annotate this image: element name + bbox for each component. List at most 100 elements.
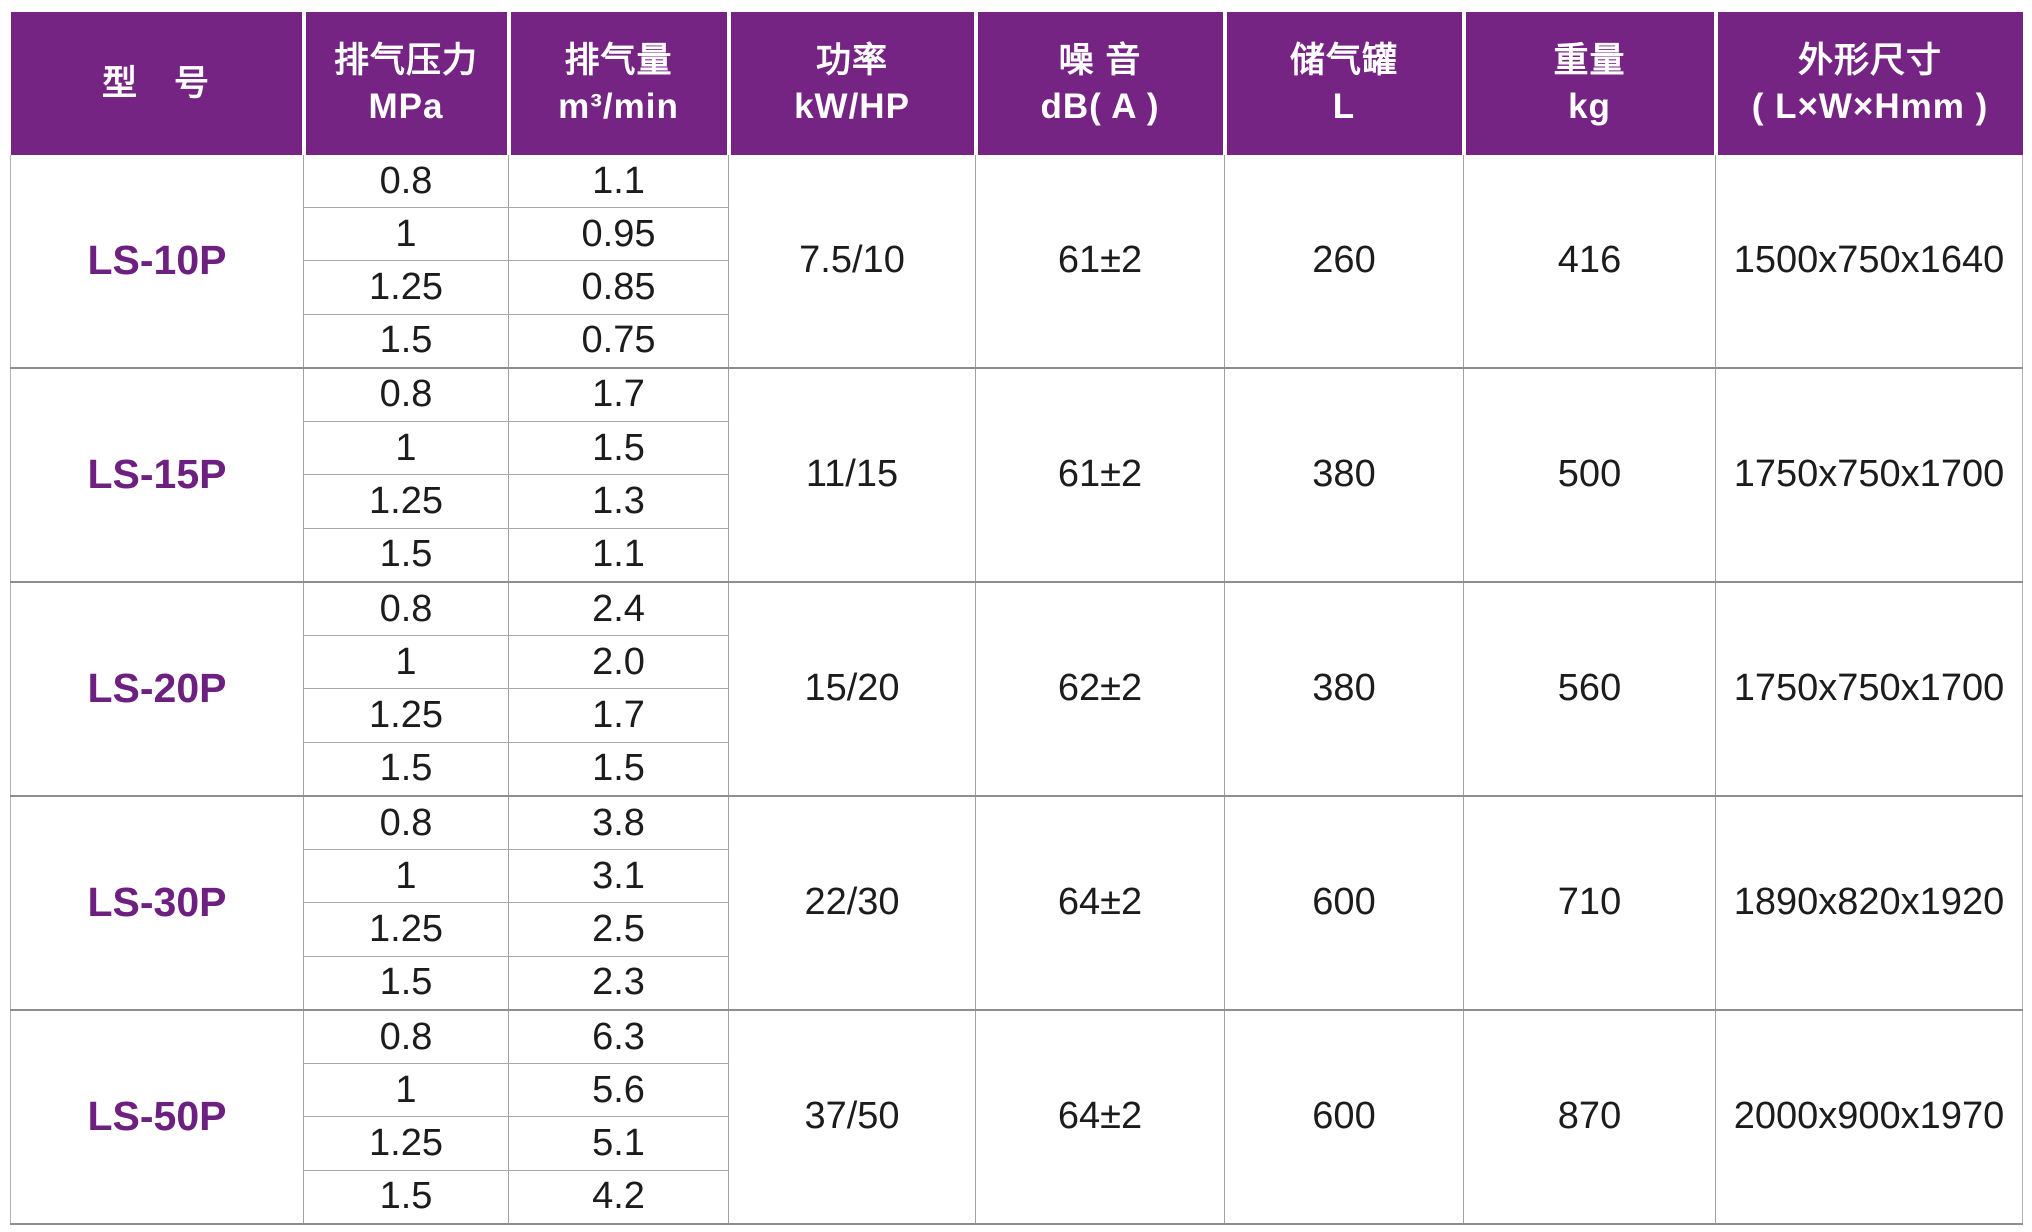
weight-cell: 416	[1463, 155, 1716, 369]
power-cell: 15/20	[728, 581, 976, 797]
pressure-cell: 1	[303, 1063, 509, 1118]
model-cell: LS-50P	[10, 1009, 304, 1226]
volume-cell: 0.95	[508, 207, 729, 262]
dimensions-cell: 1750x750x1700	[1715, 581, 2023, 797]
col-header-model-label: 型 号	[101, 63, 210, 103]
table-header-row: 型 号 排气压力 MPa 排气量 m³/min 功率 kW/HP 噪 音 dB(…	[10, 12, 2023, 155]
spec-row: 1.5 4.2	[11, 1170, 2023, 1225]
spec-row: 1.25 0.85	[11, 260, 2023, 315]
pressure-cell: 1.25	[303, 902, 509, 957]
pressure-cell: 1	[303, 421, 509, 476]
pressure-cell: 1.5	[303, 1170, 509, 1225]
col-header-tank-label: 储气罐	[1289, 40, 1398, 80]
weight-cell: 870	[1463, 1009, 1716, 1226]
volume-cell: 3.1	[508, 849, 729, 904]
pressure-cell: 0.8	[303, 581, 509, 637]
volume-cell: 1.1	[508, 155, 729, 209]
dimensions-cell: 2000x900x1970	[1715, 1009, 2023, 1226]
model-cell: LS-30P	[10, 795, 304, 1011]
volume-cell: 2.3	[508, 956, 729, 1011]
pressure-cell: 0.8	[303, 795, 509, 851]
col-header-dimensions: 外形尺寸 ( L×W×Hmm )	[1713, 12, 2023, 155]
tank-cell: 380	[1224, 581, 1464, 797]
power-cell: 11/15	[728, 367, 976, 583]
pressure-cell: 0.8	[303, 367, 509, 423]
volume-cell: 1.7	[508, 367, 729, 423]
pressure-cell: 1.25	[303, 688, 509, 743]
volume-cell: 2.0	[508, 635, 729, 690]
pressure-cell: 1.25	[303, 474, 509, 529]
spec-row: 1 0.95	[11, 207, 2023, 262]
pressure-cell: 1.25	[303, 260, 509, 315]
pressure-cell: 1.5	[303, 314, 509, 369]
dimensions-cell: 1500x750x1640	[1715, 155, 2023, 369]
power-cell: 7.5/10	[728, 155, 976, 369]
tank-cell: 380	[1224, 367, 1464, 583]
col-header-dimensions-label: 外形尺寸	[1797, 40, 1942, 80]
spec-row: 1.5 1.1	[11, 528, 2023, 583]
col-header-dimensions-unit: ( L×W×Hmm )	[1751, 86, 1989, 126]
spec-row: 1 5.6	[11, 1063, 2023, 1118]
volume-cell: 0.75	[508, 314, 729, 369]
pressure-cell: 1.25	[303, 1116, 509, 1171]
spec-row: 1.5 0.75	[11, 314, 2023, 369]
model-cell: LS-10P	[10, 155, 304, 369]
col-header-power: 功率 kW/HP	[726, 12, 976, 155]
col-header-pressure: 排气压力 MPa	[301, 12, 509, 155]
spec-row: 1.25 1.3	[11, 474, 2023, 529]
volume-cell: 6.3	[508, 1009, 729, 1065]
spec-row: LS-15P 0.8 1.7 11/15 61±2 380 500 1750x750x1700	[10, 367, 2023, 583]
volume-cell: 1.7	[508, 688, 729, 743]
pressure-cell: 1	[303, 849, 509, 904]
spec-row: 1.25 2.5	[11, 902, 2023, 957]
col-header-tank: 储气罐 L	[1222, 12, 1464, 155]
spec-row: LS-50P 0.8 6.3 37/50 64±2 600 870 2000x900x1970	[10, 1009, 2023, 1226]
weight-cell: 710	[1463, 795, 1716, 1011]
dimensions-cell: 1890x820x1920	[1715, 795, 2023, 1011]
spec-row: 1.25 1.7	[11, 688, 2023, 743]
model-cell: LS-15P	[10, 367, 304, 583]
pressure-cell: 1.5	[303, 956, 509, 1011]
spec-row: 1.25 5.1	[11, 1116, 2023, 1171]
volume-cell: 2.5	[508, 902, 729, 957]
col-header-noise-unit: dB( A )	[1040, 86, 1160, 126]
volume-cell: 5.6	[508, 1063, 729, 1118]
tank-cell: 260	[1224, 155, 1464, 369]
col-header-power-label: 功率	[815, 40, 888, 80]
col-header-pressure-unit: MPa	[368, 86, 444, 126]
col-header-pressure-label: 排气压力	[333, 40, 478, 80]
col-header-volume: 排气量 m³/min	[506, 12, 729, 155]
pressure-cell: 1	[303, 207, 509, 262]
col-header-model: 型 号	[10, 12, 304, 155]
tank-cell: 600	[1224, 795, 1464, 1011]
weight-cell: 560	[1463, 581, 1716, 797]
pressure-cell: 0.8	[303, 155, 509, 209]
noise-cell: 64±2	[975, 1009, 1225, 1226]
volume-cell: 1.3	[508, 474, 729, 529]
spec-row: 1.5 2.3	[11, 956, 2023, 1011]
spec-row: 1.5 1.5	[11, 742, 2023, 797]
col-header-volume-label: 排气量	[564, 40, 673, 80]
noise-cell: 62±2	[975, 581, 1225, 797]
noise-cell: 61±2	[975, 367, 1225, 583]
power-cell: 37/50	[728, 1009, 976, 1226]
pressure-cell: 0.8	[303, 1009, 509, 1065]
col-header-power-unit: kW/HP	[794, 86, 910, 126]
volume-cell: 2.4	[508, 581, 729, 637]
volume-cell: 0.85	[508, 260, 729, 315]
dimensions-cell: 1750x750x1700	[1715, 367, 2023, 583]
weight-cell: 500	[1463, 367, 1716, 583]
col-header-weight: 重量 kg	[1461, 12, 1716, 155]
noise-cell: 61±2	[975, 155, 1225, 369]
spec-row: LS-30P 0.8 3.8 22/30 64±2 600 710 1890x820x1920	[10, 795, 2023, 1011]
spec-row: 1 2.0	[11, 635, 2023, 690]
volume-cell: 3.8	[508, 795, 729, 851]
col-header-tank-unit: L	[1332, 86, 1356, 126]
spec-table: 型 号 排气压力 MPa 排气量 m³/min 功率 kW/HP 噪 音 dB(…	[10, 12, 2023, 1226]
volume-cell: 4.2	[508, 1170, 729, 1225]
spec-row: 1 3.1	[11, 849, 2023, 904]
col-header-noise: 噪 音 dB( A )	[973, 12, 1225, 155]
model-cell: LS-20P	[10, 581, 304, 797]
volume-cell: 1.5	[508, 421, 729, 476]
